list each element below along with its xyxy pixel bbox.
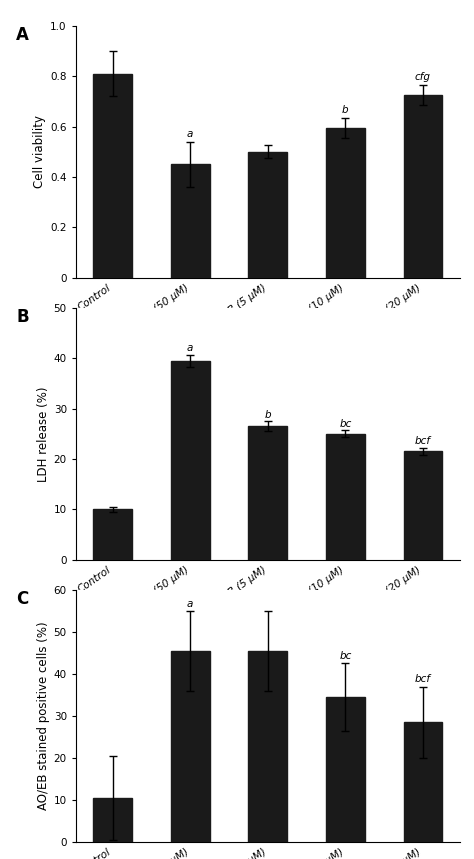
- Bar: [93, 509, 132, 560]
- Text: bc: bc: [339, 651, 352, 661]
- Bar: [326, 434, 365, 560]
- Text: a: a: [187, 344, 193, 353]
- Bar: [326, 128, 365, 277]
- Bar: [403, 722, 442, 842]
- Text: a: a: [187, 599, 193, 609]
- Bar: [171, 164, 210, 277]
- Text: bc: bc: [339, 418, 352, 429]
- Y-axis label: LDH release (%): LDH release (%): [36, 386, 49, 482]
- Text: A: A: [16, 26, 29, 44]
- Text: bcf: bcf: [415, 436, 431, 447]
- Y-axis label: Cell viability: Cell viability: [33, 115, 46, 188]
- Text: b: b: [342, 105, 349, 115]
- Text: b: b: [264, 410, 271, 420]
- Bar: [403, 95, 442, 277]
- Text: bcf: bcf: [415, 674, 431, 685]
- Text: cfg: cfg: [415, 72, 431, 82]
- Text: a: a: [187, 129, 193, 139]
- Bar: [93, 74, 132, 277]
- Bar: [171, 651, 210, 842]
- Text: C: C: [16, 590, 28, 608]
- Bar: [171, 361, 210, 560]
- Bar: [403, 452, 442, 560]
- Bar: [248, 651, 287, 842]
- Text: B: B: [16, 308, 29, 326]
- Y-axis label: AO/EB stained positive cells (%): AO/EB stained positive cells (%): [36, 622, 49, 810]
- Bar: [326, 697, 365, 842]
- Bar: [93, 798, 132, 842]
- Bar: [248, 426, 287, 560]
- Bar: [248, 152, 287, 277]
